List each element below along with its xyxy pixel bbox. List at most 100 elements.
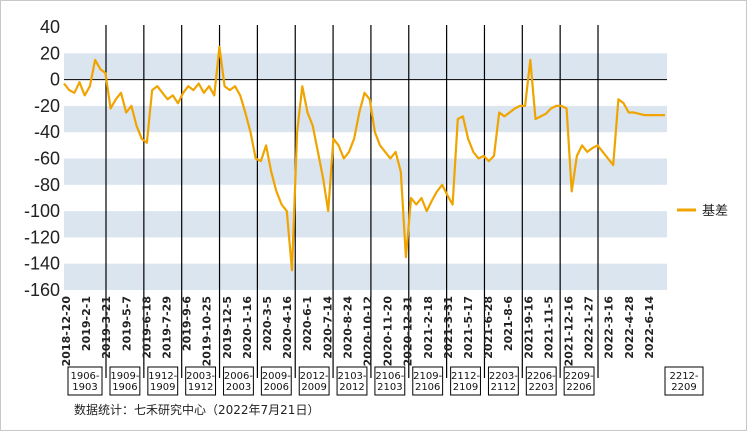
contract-box [67, 366, 103, 396]
y-tick-label: 40 [40, 17, 60, 37]
y-tick-label: -80 [34, 175, 60, 195]
grid-band [64, 105, 667, 133]
x-tick-label: 2019-9-6 [181, 296, 194, 351]
x-tick-label: 2022-1-27 [583, 296, 596, 359]
contract-box-label: 2112- [451, 371, 480, 382]
contract-box-label: 1906 [112, 382, 137, 393]
x-tick-label: 2021-11-5 [542, 296, 555, 359]
series-basis [63, 45, 665, 272]
legend-label: 基差 [702, 204, 728, 219]
contract-box-label: 2212- [669, 371, 698, 382]
x-tick-label: 2019-2-1 [80, 296, 93, 351]
grid-band [64, 53, 667, 80]
x-tick-label: 2020-8-24 [341, 296, 354, 359]
x-tick-label: 2020-1-16 [241, 296, 254, 359]
contract-box [109, 366, 141, 396]
y-tick-label: 20 [40, 43, 60, 63]
x-tick-label: 2019-5-7 [120, 296, 133, 351]
contract-box-label: 2012- [300, 371, 329, 382]
x-tick-label: 2021-2-18 [422, 296, 435, 359]
contract-box-label: 2112 [491, 382, 516, 393]
contract-box-label: 2109- [413, 371, 442, 382]
contract-box-label: 1903 [72, 382, 97, 393]
contract-box-label: 2106- [375, 371, 404, 382]
contract-box-label: 1912 [188, 382, 213, 393]
contract-box-label: 2206 [566, 382, 591, 393]
x-tick-label: 2021-12-16 [563, 296, 576, 367]
x-tick-label: 2021-6-28 [482, 296, 495, 359]
y-tick-label: -20 [34, 96, 60, 116]
contract-switch-lines [105, 25, 599, 378]
series-line [63, 45, 665, 272]
grid-bands [64, 53, 667, 290]
contract-boxes: 1906-1903 1909-1906 1912-1909 2003-1912 2006… [67, 366, 704, 396]
contract-box [336, 366, 368, 396]
y-tick-label: -40 [34, 122, 60, 142]
legend: 基差 [677, 204, 728, 219]
x-tick-label: 2020-3-5 [261, 296, 274, 351]
contract-box-label: 2003 [226, 382, 251, 393]
x-tick-label: 2022-3-16 [603, 296, 616, 359]
contract-box-label: 2209 [671, 382, 696, 393]
contract-box-label: 2006- [224, 371, 253, 382]
x-tick-label: 2020-10-12 [362, 296, 375, 366]
contract-box-label: 2203 [529, 382, 554, 393]
contract-box-label: 2206- [527, 371, 556, 382]
x-tick-label: 2020-7-14 [321, 296, 334, 359]
contract-box [412, 366, 444, 396]
x-tick-label: 2019-6-18 [140, 296, 153, 359]
contract-box [450, 366, 481, 396]
contract-box [298, 366, 330, 396]
x-tick-label: 2021-5-17 [462, 296, 475, 359]
y-tick-label: -60 [34, 149, 60, 169]
contract-box-label: 2106 [415, 382, 440, 393]
y-tick-label: 0 [50, 70, 60, 90]
y-tick-label: -160 [24, 280, 60, 300]
contract-box [563, 366, 595, 396]
contract-box-label: 2009 [301, 382, 326, 393]
contract-box-label: 2103- [337, 371, 366, 382]
y-axis: 40 20 0 -20 -40 -60 -80 -100 -120 -140 -160 [24, 17, 60, 300]
grid-band [64, 211, 667, 238]
x-tick-label: 2019-10-25 [201, 296, 214, 366]
x-tick-label: 2019-12-5 [221, 296, 234, 359]
contract-box [260, 366, 292, 396]
contract-box-label: 1912- [148, 371, 177, 382]
contract-box-label: 2009- [262, 371, 291, 382]
x-tick-label: 2022-6-14 [643, 296, 656, 359]
y-tick-label: -120 [24, 227, 60, 247]
y-tick-label: -140 [24, 254, 60, 274]
contract-box-label: 2006 [264, 382, 289, 393]
contract-box [147, 366, 179, 396]
x-tick-label: 2019-3-21 [100, 296, 113, 359]
contract-box-label: 2103 [377, 382, 402, 393]
x-tick-label: 2020-12-31 [402, 296, 415, 366]
contract-box-label: 2209- [565, 371, 594, 382]
y-tick-label: -100 [24, 201, 60, 221]
contract-box [223, 366, 254, 396]
x-tick-label: 2021-8-6 [502, 296, 515, 351]
contract-box [525, 366, 557, 396]
contract-box-label: 2003- [186, 371, 215, 382]
contract-box [487, 366, 519, 396]
contract-box [664, 366, 704, 396]
x-tick-label: 2018-12-20 [60, 296, 73, 367]
contract-box-label: 1906- [70, 371, 99, 382]
contract-box-label: 1909- [110, 371, 139, 382]
contract-box-label: 1909 [150, 382, 175, 393]
grid-band [64, 263, 667, 290]
x-tick-label: 2020-6-1 [301, 296, 314, 351]
x-tick-label: 2020-11-20 [382, 296, 395, 367]
contract-box-label: 2109 [453, 382, 478, 393]
x-tick-label: 2022-4-28 [623, 296, 636, 359]
contract-box-label: 2203- [489, 371, 518, 382]
grid-band [64, 158, 667, 185]
source-note: 数据统计：七禾研究中心（2022年7月21日） [74, 402, 319, 417]
contract-box [374, 366, 406, 396]
contract-box-label: 2012 [339, 382, 364, 393]
x-tick-label: 2021-9-16 [522, 296, 535, 359]
x-tick-label: 2019-7-29 [161, 296, 174, 359]
x-tick-label: 2021-3-31 [442, 296, 455, 359]
x-axis: 2018-12-20 2019-2-1 2019-3-21 2019-5-7 2019-… [60, 296, 656, 367]
